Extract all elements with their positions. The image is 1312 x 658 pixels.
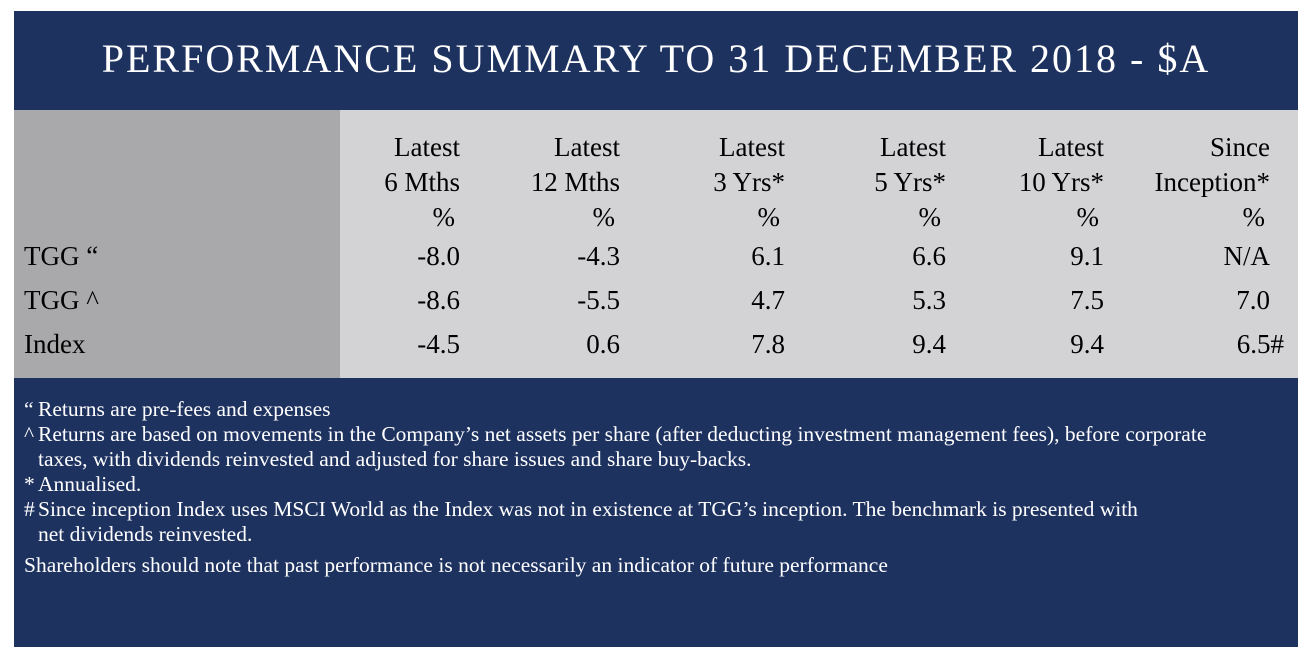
- column-header-line2: 12 Mths: [530, 167, 620, 197]
- performance-summary-panel: Performance Summary to 31 December 2018 …: [14, 11, 1298, 647]
- column-header-line1: Latest: [394, 132, 460, 162]
- footnote-marker: “: [24, 397, 34, 421]
- footnote-text: Returns are based on movements in the Co…: [38, 422, 1207, 471]
- table-cell: 6.1: [751, 241, 785, 271]
- column-header-line2: Inception*: [1154, 167, 1270, 197]
- footnotes: “ Returns are pre-fees and expenses ^ Re…: [24, 397, 1218, 578]
- column-header-unit: %: [757, 202, 781, 232]
- footnote-text: Returns are pre-fees and expenses: [38, 397, 331, 421]
- table-cell: 7.0: [1236, 285, 1270, 315]
- column-header-3-years: Latest 3 Yrs* %: [634, 130, 785, 235]
- column-header-unit: %: [592, 202, 616, 232]
- footnote-pre-fees: “ Returns are pre-fees and expenses: [24, 397, 1218, 422]
- table-cell: 4.7: [751, 285, 785, 315]
- footnote-text: Annualised.: [38, 472, 142, 496]
- column-header-unit: %: [1242, 202, 1266, 232]
- table-cell: -4.5: [417, 329, 460, 359]
- table-cell: 9.1: [1070, 241, 1104, 271]
- panel-title: Performance Summary to 31 December 2018 …: [101, 36, 1211, 81]
- table-cell: -8.0: [417, 241, 460, 271]
- column-header-unit: %: [918, 202, 942, 232]
- column-header-line1: Latest: [880, 132, 946, 162]
- table-cell: -4.3: [577, 241, 620, 271]
- table-cell: 5.3: [912, 285, 946, 315]
- column-header-line1: Latest: [1038, 132, 1104, 162]
- table-cell: 6.6: [912, 241, 946, 271]
- row-label-index: Index: [24, 329, 86, 359]
- column-header-line1: Latest: [554, 132, 620, 162]
- column-header-10-years: Latest 10 Yrs* %: [954, 130, 1104, 235]
- table-cell: 6.5#: [1236, 329, 1284, 359]
- footnote-marker: ^: [24, 422, 35, 446]
- column-header-line2: 3 Yrs*: [713, 167, 785, 197]
- table-cell: 0.6: [586, 329, 620, 359]
- performance-table: Latest 6 Mths % Latest 12 Mths % Latest …: [14, 110, 1298, 378]
- column-header-unit: %: [1076, 202, 1100, 232]
- column-header-line2: 6 Mths: [384, 167, 460, 197]
- column-header-line2: 10 Yrs*: [1018, 167, 1104, 197]
- table-cell: 9.4: [1070, 329, 1104, 359]
- column-header-line1: Since: [1210, 132, 1270, 162]
- column-header-unit: %: [432, 202, 456, 232]
- footnote-index-benchmark: # Since inception Index uses MSCI World …: [24, 497, 1168, 547]
- footnote-text: Since inception Index uses MSCI World as…: [38, 497, 1138, 546]
- table-cell: 9.4: [912, 329, 946, 359]
- footnote-annualised: * Annualised.: [24, 472, 1218, 497]
- footnote-marker: #: [24, 497, 35, 521]
- table-cell: 7.5: [1070, 285, 1104, 315]
- row-label-column: [14, 110, 340, 378]
- column-header-line2: 5 Yrs*: [874, 167, 946, 197]
- column-header-5-years: Latest 5 Yrs* %: [794, 130, 946, 235]
- table-cell: N/A: [1223, 241, 1271, 271]
- table-cell: -8.6: [417, 285, 460, 315]
- performance-disclaimer: Shareholders should note that past perfo…: [24, 553, 888, 577]
- table-cell: 7.8: [751, 329, 785, 359]
- footnote-marker: *: [24, 472, 35, 496]
- column-header-6-months: Latest 6 Mths %: [314, 130, 460, 235]
- column-header-since-inception: Since Inception* %: [1114, 130, 1270, 235]
- table-cell: -5.5: [577, 285, 620, 315]
- row-label-tgg-net-assets: TGG ^: [24, 285, 99, 315]
- footnote-net-assets: ^ Returns are based on movements in the …: [24, 422, 1218, 472]
- column-header-line1: Latest: [719, 132, 785, 162]
- row-label-tgg-pre-fees: TGG “: [24, 241, 99, 271]
- column-header-12-months: Latest 12 Mths %: [474, 130, 620, 235]
